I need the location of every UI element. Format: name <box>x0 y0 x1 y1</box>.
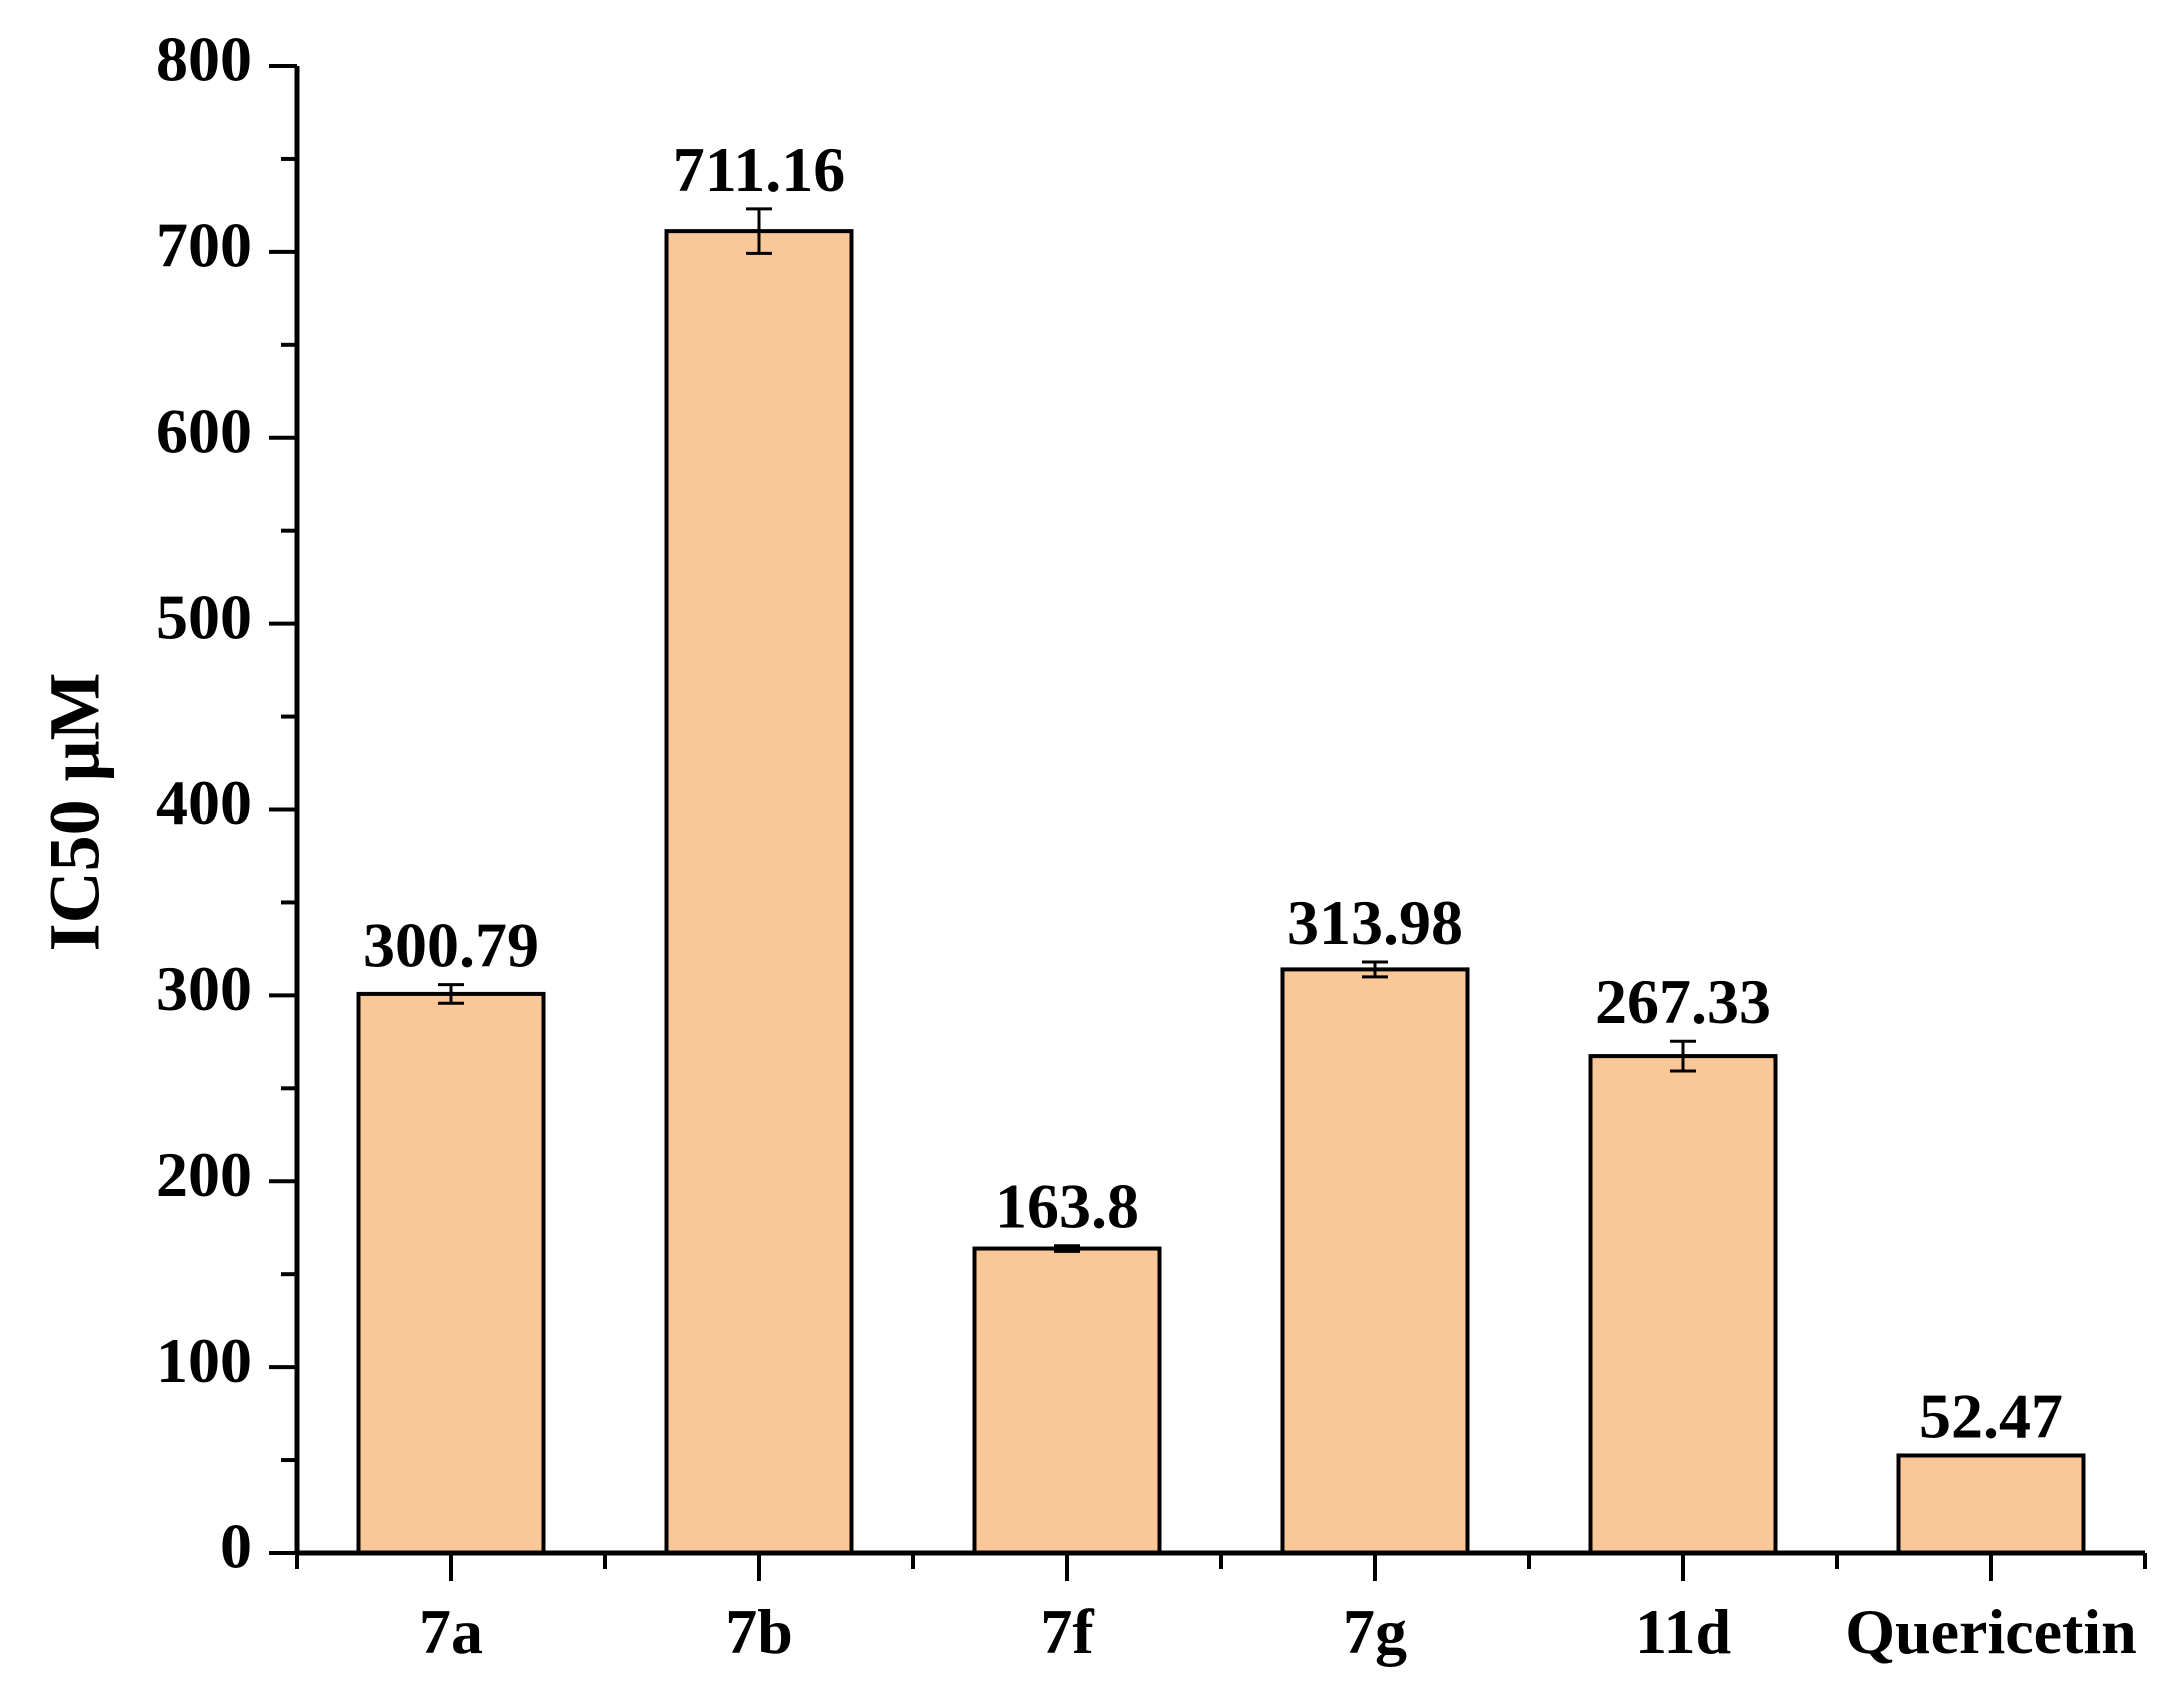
error-bar-7a <box>438 983 464 1005</box>
bar-7g <box>1280 967 1470 1555</box>
x-tick-label-7b: 7b <box>725 1596 793 1667</box>
y-tick-label: 600 <box>156 395 252 466</box>
data-label-7b: 711.16 <box>673 134 845 205</box>
y-axis-title: IC50 μM <box>35 673 115 952</box>
y-tick-label: 800 <box>156 24 252 95</box>
y-tick-label: 100 <box>156 1325 252 1396</box>
x-tick-label-7g: 7g <box>1343 1596 1407 1667</box>
x-tick-label-quericetin: Quericetin <box>1845 1596 2136 1667</box>
x-tick-label-7a: 7a <box>419 1596 483 1667</box>
error-bar-7f <box>1054 1244 1080 1253</box>
error-bar-11d <box>1670 1039 1696 1073</box>
bar-7b <box>664 229 854 1555</box>
error-bar-7g <box>1362 960 1388 979</box>
axes-layer: 7a 7b 7f 7g 11d Quericetin 0 100 200 300 400 500 600… <box>156 24 2147 1667</box>
error-bar-7b <box>746 207 772 255</box>
bar-11d <box>1588 1054 1778 1555</box>
y-tick-label: 300 <box>156 953 252 1024</box>
data-label-7g: 313.98 <box>1287 887 1463 958</box>
y-tick-label: 200 <box>156 1139 252 1210</box>
x-tick-label-7f: 7f <box>1040 1596 1094 1667</box>
y-tick-label: 500 <box>156 581 252 652</box>
bar-quericetin <box>1896 1453 2086 1556</box>
y-tick-label: 400 <box>156 767 252 838</box>
y-tick-label: 700 <box>156 210 252 281</box>
bar-7f <box>972 1246 1162 1555</box>
data-label-7f: 163.8 <box>995 1171 1139 1242</box>
error-bars-layer <box>438 207 1696 1253</box>
bars-layer <box>356 229 2086 1556</box>
y-tick-label: 0 <box>220 1511 252 1582</box>
data-label-11d: 267.33 <box>1595 966 1771 1037</box>
data-label-7a: 300.79 <box>363 910 539 981</box>
data-labels-layer: 300.79 711.16 163.8 313.98 267.33 52.47 <box>363 134 2063 1452</box>
x-tick-label-11d: 11d <box>1635 1596 1731 1667</box>
y-axis-title-group: IC50 μM <box>35 673 115 952</box>
bar-7a <box>356 991 546 1555</box>
data-label-quericetin: 52.47 <box>1919 1380 2063 1451</box>
